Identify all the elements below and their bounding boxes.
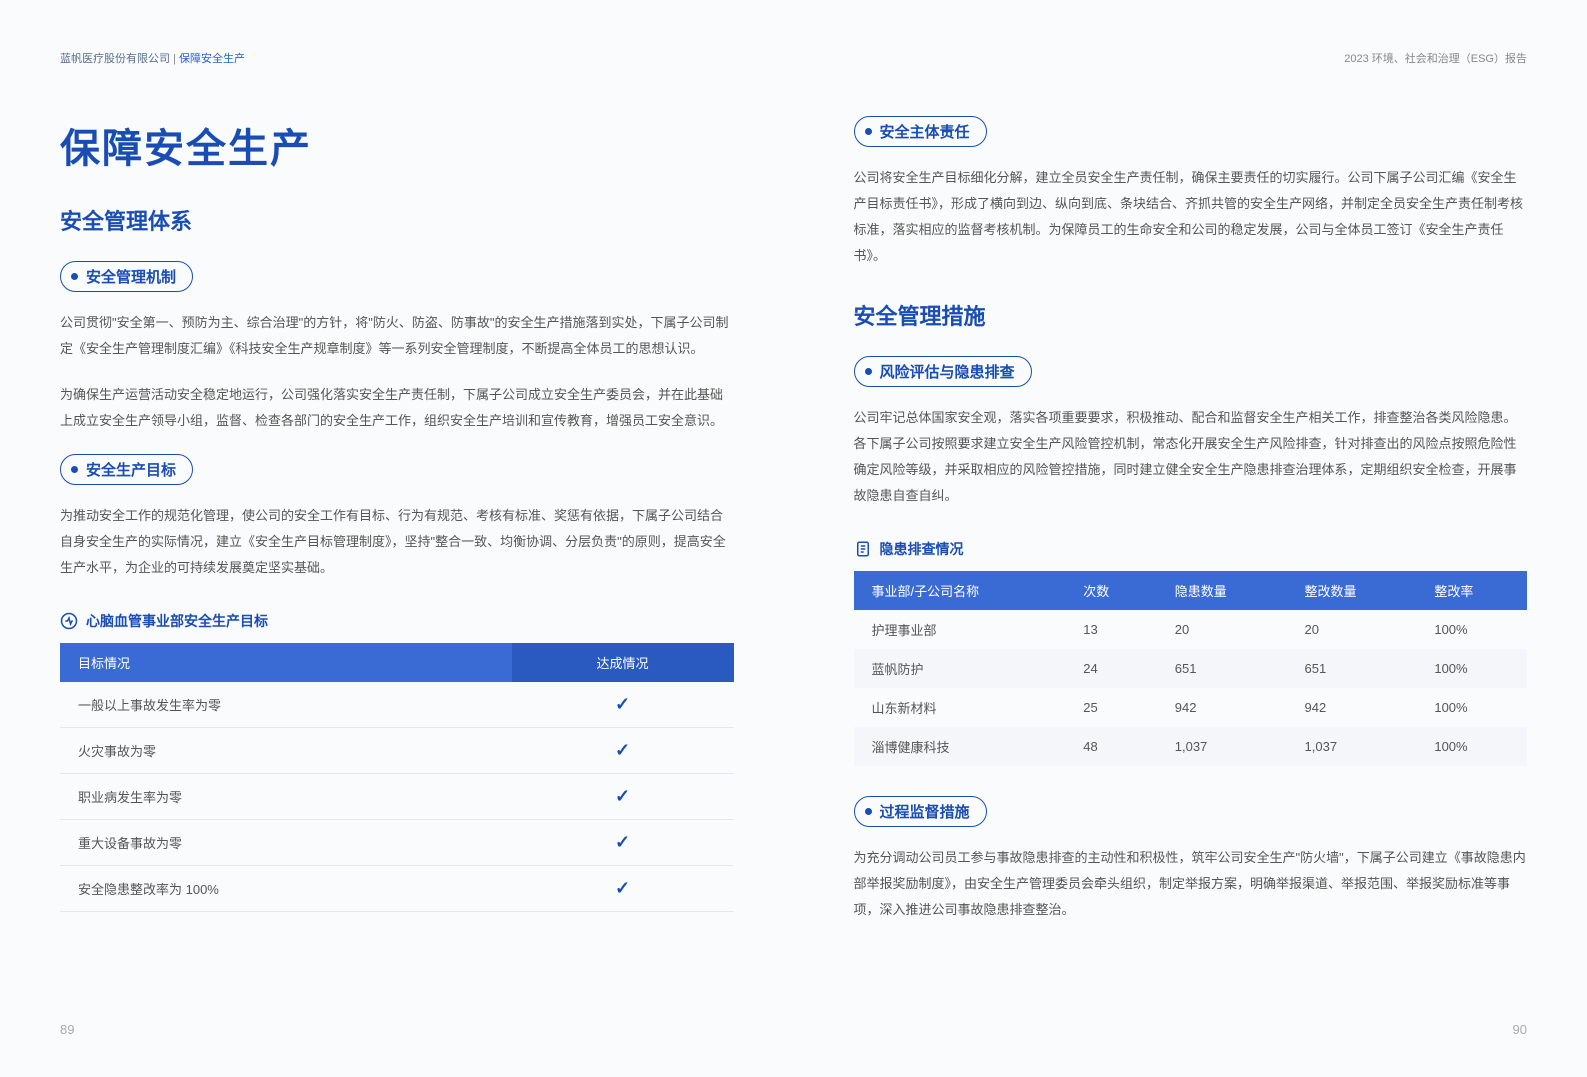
hazard-table: 事业部/子公司名称次数隐患数量整改数量整改率 护理事业部132020100%蓝帆… (854, 571, 1528, 766)
check-icon (615, 740, 630, 760)
goal-check (512, 774, 734, 820)
page-left: 蓝帆医疗股份有限公司 | 保障安全生产 保障安全生产 安全管理体系 安全管理机制… (0, 0, 794, 1077)
check-icon (615, 786, 630, 806)
hazard-th: 整改率 (1416, 571, 1527, 610)
company-name: 蓝帆医疗股份有限公司 (60, 53, 170, 65)
goal-text: 安全隐患整改率为 100% (60, 866, 512, 912)
hazard-cell: 651 (1157, 649, 1287, 688)
para-goals: 为推动安全工作的规范化管理，使公司的安全工作有目标、行为有规范、考核有标准、奖惩… (60, 503, 734, 581)
page-number-left: 89 (60, 1022, 74, 1037)
hazard-cell: 942 (1287, 688, 1417, 727)
section-h2-measures: 安全管理措施 (854, 299, 1528, 331)
goals-table: 目标情况 达成情况 一般以上事故发生率为零火灾事故为零职业病发生率为零重大设备事… (60, 643, 734, 912)
page-right: 2023 环境、社会和治理（ESG）报告 安全主体责任 公司将安全生产目标细化分… (794, 0, 1587, 1077)
hazard-cell: 651 (1287, 649, 1417, 688)
goal-text: 职业病发生率为零 (60, 774, 512, 820)
table-row: 淄博健康科技481,0371,037100% (854, 727, 1528, 766)
pill-process-label: 过程监督措施 (880, 801, 970, 822)
table-row: 重大设备事故为零 (60, 820, 734, 866)
hazard-cell: 24 (1065, 649, 1156, 688)
check-icon (615, 832, 630, 852)
hazard-table-label: 隐患排查情况 (854, 539, 1528, 559)
hazard-cell: 100% (1416, 688, 1527, 727)
hazard-th: 事业部/子公司名称 (854, 571, 1066, 610)
para-risk: 公司牢记总体国家安全观，落实各项重要要求，积极推动、配合和监督安全生产相关工作，… (854, 405, 1528, 509)
goals-table-label-text: 心脑血管事业部安全生产目标 (86, 611, 268, 631)
table-row: 安全隐患整改率为 100% (60, 866, 734, 912)
pill-mechanism-label: 安全管理机制 (86, 266, 176, 287)
clipboard-icon (854, 540, 872, 558)
hazard-cell: 护理事业部 (854, 610, 1066, 649)
table-row: 山东新材料25942942100% (854, 688, 1528, 727)
heart-pulse-icon (60, 612, 78, 630)
hazard-cell: 20 (1287, 610, 1417, 649)
hazard-table-label-text: 隐患排查情况 (880, 539, 964, 559)
table-row: 护理事业部132020100% (854, 610, 1528, 649)
pill-risk: 风险评估与隐患排查 (854, 356, 1032, 387)
goal-text: 一般以上事故发生率为零 (60, 682, 512, 728)
hazard-cell: 100% (1416, 649, 1527, 688)
goals-th-situation: 目标情况 (60, 643, 512, 682)
hazard-cell: 蓝帆防护 (854, 649, 1066, 688)
para-mechanism-2: 为确保生产运营活动安全稳定地运行，公司强化落实安全生产责任制，下属子公司成立安全… (60, 382, 734, 434)
table-row: 职业病发生率为零 (60, 774, 734, 820)
check-icon (615, 694, 630, 714)
hazard-cell: 942 (1157, 688, 1287, 727)
goals-th-achieved: 达成情况 (512, 643, 734, 682)
goal-text: 重大设备事故为零 (60, 820, 512, 866)
check-icon (615, 878, 630, 898)
goal-check (512, 820, 734, 866)
para-mechanism-1: 公司贯彻"安全第一、预防为主、综合治理"的方针，将"防火、防盗、防事故"的安全生… (60, 310, 734, 362)
table-row: 火灾事故为零 (60, 728, 734, 774)
pill-goals: 安全生产目标 (60, 454, 193, 485)
hazard-cell: 山东新材料 (854, 688, 1066, 727)
section-h2-system: 安全管理体系 (60, 204, 734, 236)
hazard-cell: 100% (1416, 610, 1527, 649)
hazard-th: 隐患数量 (1157, 571, 1287, 610)
header-left: 蓝帆医疗股份有限公司 | 保障安全生产 (60, 50, 734, 66)
pill-process: 过程监督措施 (854, 796, 987, 827)
hazard-th: 整改数量 (1287, 571, 1417, 610)
pill-risk-label: 风险评估与隐患排查 (880, 361, 1015, 382)
hazard-cell: 48 (1065, 727, 1156, 766)
para-responsibility: 公司将安全生产目标细化分解，建立全员安全生产责任制，确保主要责任的切实履行。公司… (854, 165, 1528, 269)
hazard-cell: 1,037 (1287, 727, 1417, 766)
hazard-cell: 1,037 (1157, 727, 1287, 766)
table-row: 一般以上事故发生率为零 (60, 682, 734, 728)
page-number-right: 90 (1513, 1022, 1527, 1037)
pill-goals-label: 安全生产目标 (86, 459, 176, 480)
hazard-cell: 淄博健康科技 (854, 727, 1066, 766)
hazard-th: 次数 (1065, 571, 1156, 610)
goal-check (512, 682, 734, 728)
header-right: 2023 环境、社会和治理（ESG）报告 (854, 50, 1528, 66)
hazard-cell: 25 (1065, 688, 1156, 727)
pill-responsibility-label: 安全主体责任 (880, 121, 970, 142)
pill-mechanism: 安全管理机制 (60, 261, 193, 292)
table-row: 蓝帆防护24651651100% (854, 649, 1528, 688)
para-process: 为充分调动公司员工参与事故隐患排查的主动性和积极性，筑牢公司安全生产"防火墙"，… (854, 845, 1528, 923)
hazard-cell: 100% (1416, 727, 1527, 766)
hazard-cell: 20 (1157, 610, 1287, 649)
goal-text: 火灾事故为零 (60, 728, 512, 774)
goal-check (512, 728, 734, 774)
pill-responsibility: 安全主体责任 (854, 116, 987, 147)
goal-check (512, 866, 734, 912)
main-title: 保障安全生产 (60, 116, 734, 174)
hazard-cell: 13 (1065, 610, 1156, 649)
goals-table-label: 心脑血管事业部安全生产目标 (60, 611, 734, 631)
section-name: 保障安全生产 (179, 53, 245, 65)
